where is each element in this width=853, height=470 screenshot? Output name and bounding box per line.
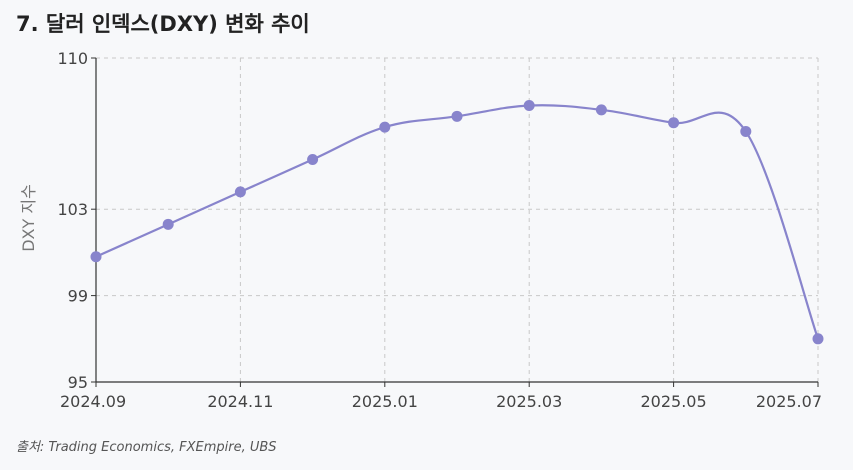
- data-point[interactable]: [451, 110, 463, 122]
- data-point[interactable]: [379, 121, 391, 133]
- data-point[interactable]: [523, 100, 535, 112]
- y-tick-label: 110: [57, 49, 88, 68]
- x-tick-label: 2025.03: [496, 392, 562, 411]
- x-tick-label: 2025.01: [352, 392, 418, 411]
- x-tick-label: 2025.05: [641, 392, 707, 411]
- data-point[interactable]: [234, 186, 246, 198]
- data-point[interactable]: [740, 125, 752, 137]
- data-point[interactable]: [90, 251, 102, 263]
- series-line: [95, 104, 820, 340]
- data-point[interactable]: [307, 154, 319, 166]
- y-tick-label: 103: [57, 200, 88, 219]
- data-point[interactable]: [162, 218, 174, 230]
- grid: [96, 57, 819, 382]
- chart-title: 7. 달러 인덱스(DXY) 변화 추이: [16, 12, 310, 36]
- y-tick-label: 95: [68, 373, 88, 392]
- x-tick-label: 2024.09: [60, 392, 126, 411]
- axes: 95 99 103 110 2024.09 2024.11 2025.01 2025.03 20…: [57, 49, 822, 411]
- y-tick-label: 99: [68, 287, 88, 306]
- series-layer: [90, 100, 824, 345]
- source-note: 출처: Trading Economics, FXEmpire, UBS: [16, 440, 277, 455]
- data-point[interactable]: [595, 104, 607, 116]
- data-point[interactable]: [812, 333, 824, 345]
- x-tick-label: 2024.11: [207, 392, 273, 411]
- x-tick-label: 2025.07: [756, 392, 822, 411]
- y-axis-title: DXY 지수: [19, 184, 38, 252]
- data-point[interactable]: [668, 117, 680, 129]
